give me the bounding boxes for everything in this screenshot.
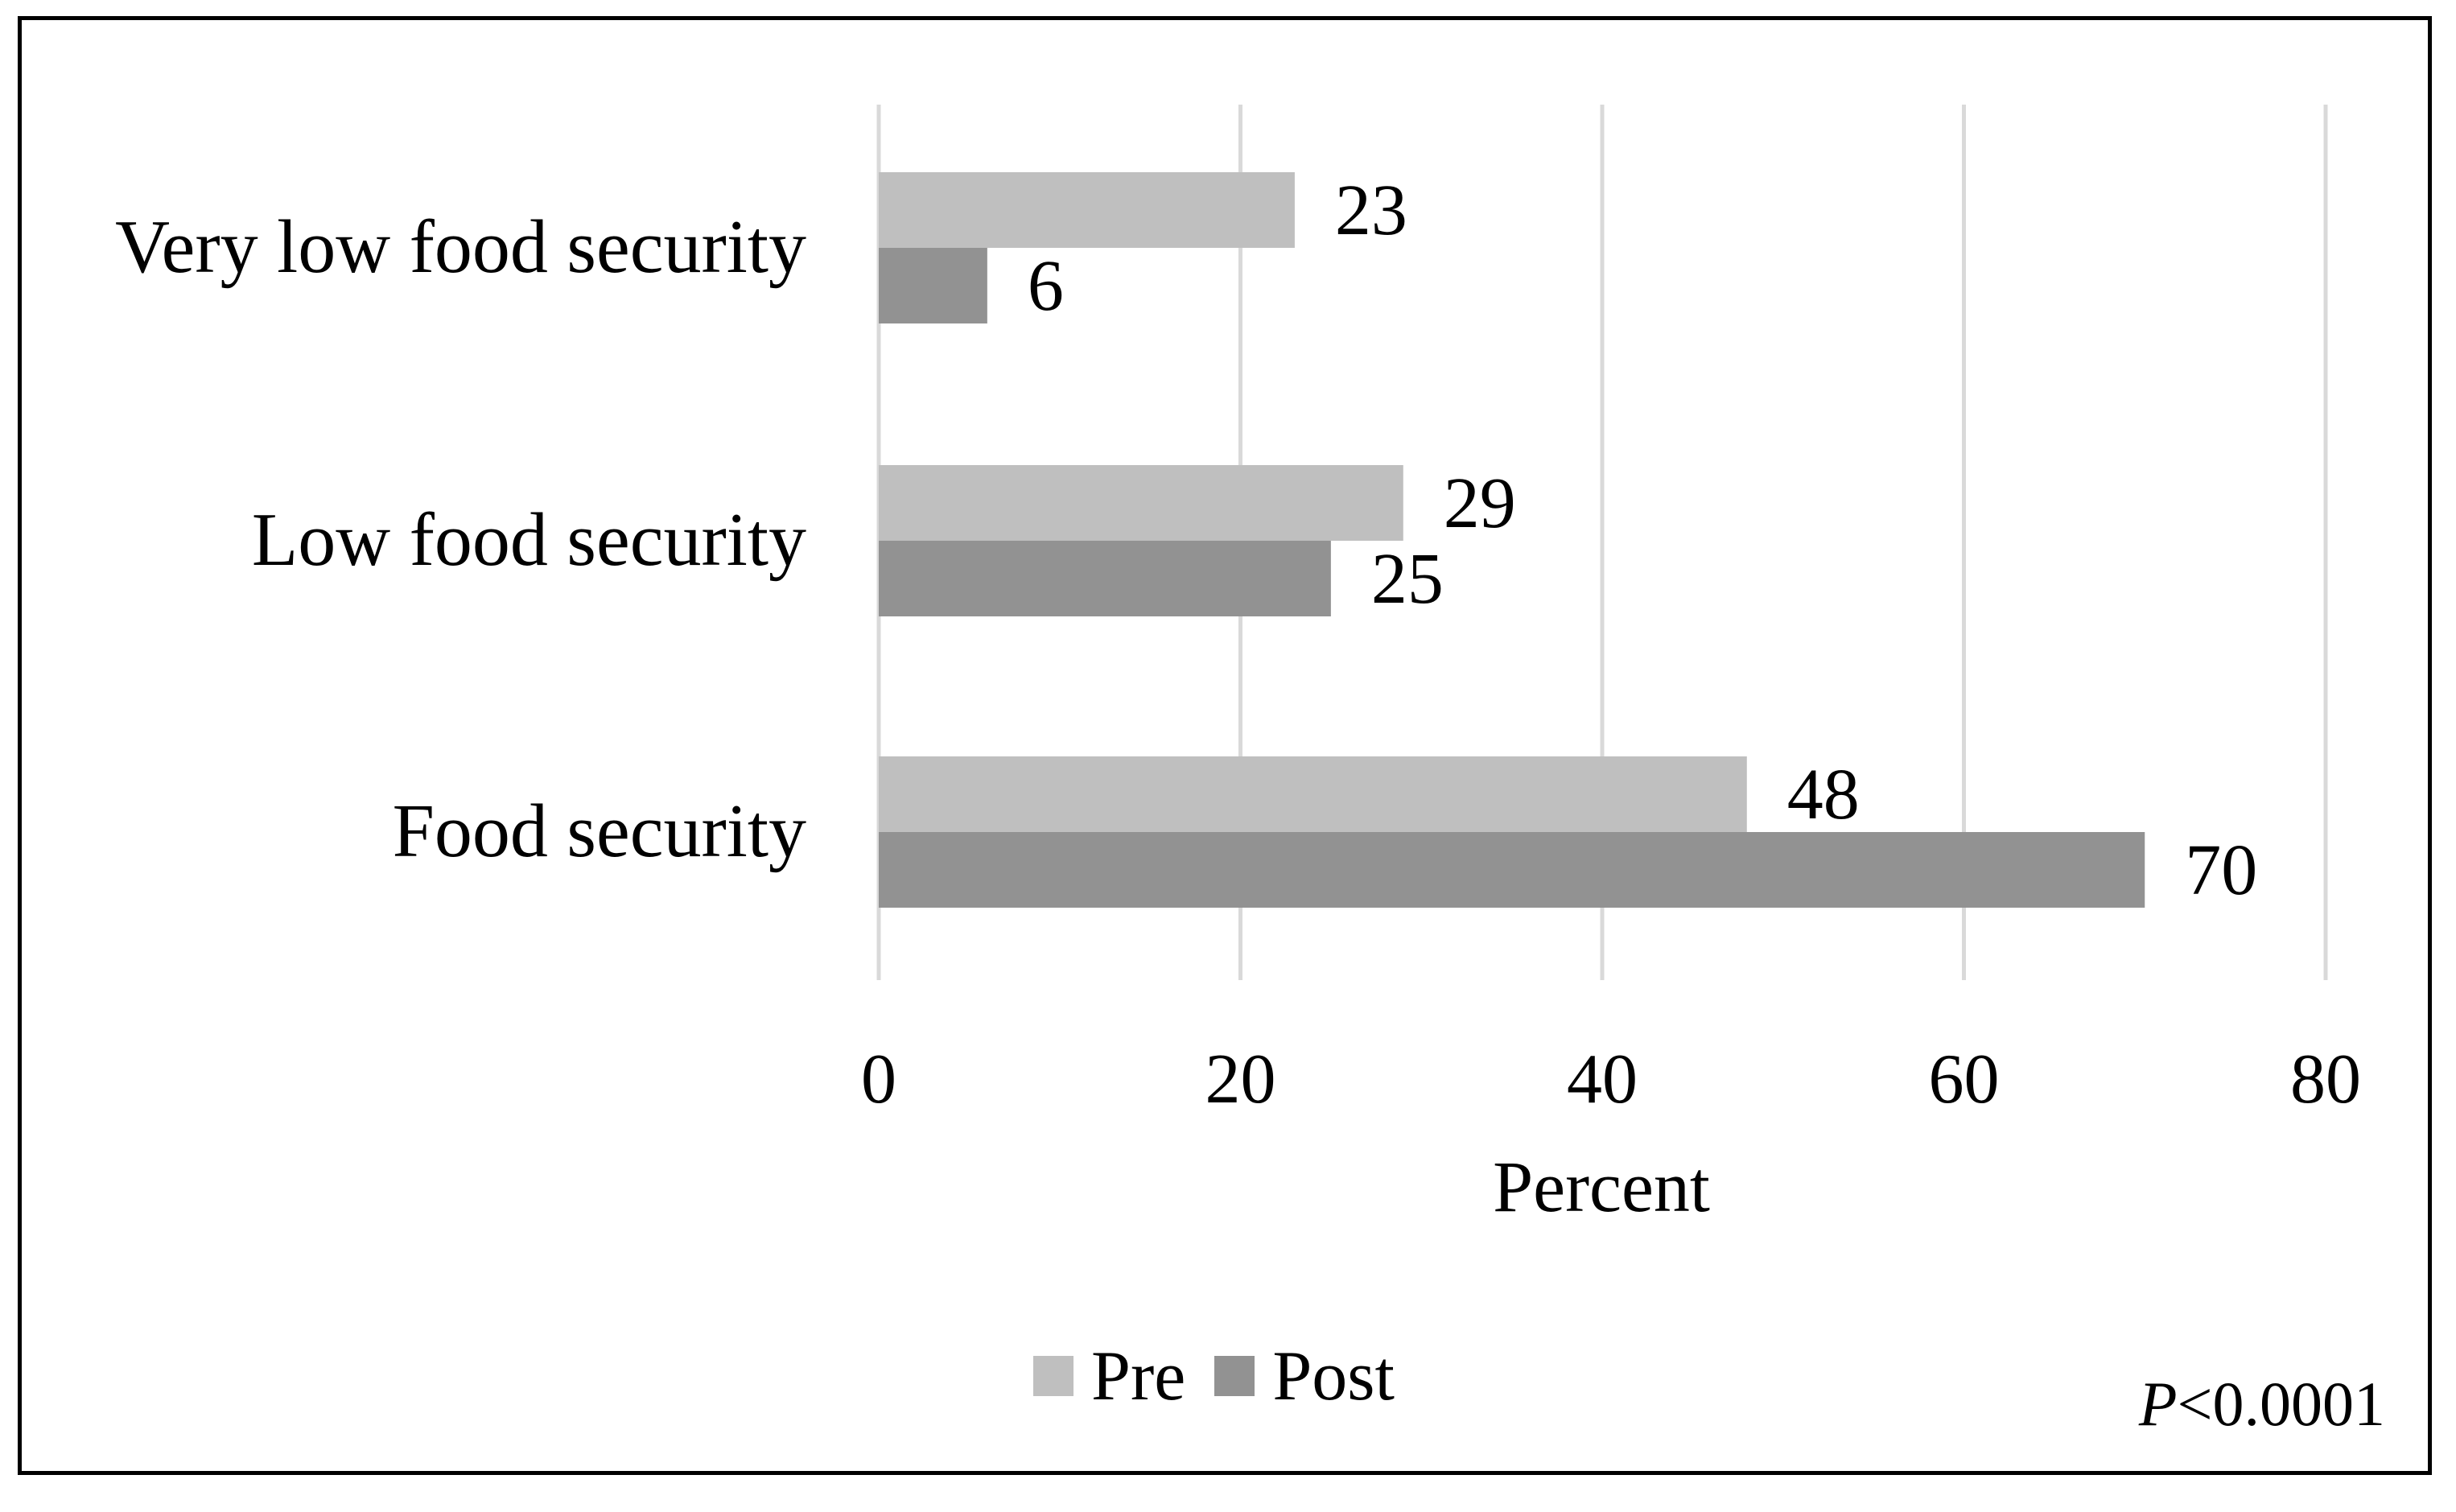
x-tick-labels: 0 20 40 60 80	[861, 1040, 2361, 1119]
bar-post-low-food-security	[879, 541, 1331, 616]
p-value-text: <0.0001	[2177, 1369, 2386, 1439]
data-label-post-very-low-food-security: 6	[1028, 246, 1064, 326]
x-tick-label-60: 60	[1929, 1040, 2000, 1119]
x-tick-label-20: 20	[1205, 1040, 1276, 1119]
legend: Pre Post	[1033, 1337, 1424, 1415]
bars	[879, 172, 2145, 908]
chart-frame	[18, 16, 2432, 1475]
p-value-letter: P	[2138, 1369, 2178, 1439]
data-label-pre-low-food-security: 29	[1444, 463, 1516, 543]
x-tick-label-0: 0	[861, 1040, 896, 1119]
legend-swatch-post	[1214, 1356, 1255, 1396]
category-label-very-low-food-security: Very low food security	[115, 205, 806, 289]
data-label-pre-food-security: 48	[1787, 755, 1860, 834]
data-label-post-low-food-security: 25	[1371, 539, 1444, 619]
data-label-post-food-security: 70	[2185, 830, 2257, 910]
x-tick-label-80: 80	[2290, 1040, 2361, 1119]
p-value-annotation: P<0.0001	[2139, 1368, 2385, 1440]
legend-label-post: Post	[1272, 1337, 1395, 1415]
category-label-low-food-security: Low food security	[252, 498, 806, 582]
category-labels: Very low food security Low food security F…	[115, 205, 806, 873]
category-label-food-security: Food security	[393, 789, 806, 873]
x-axis-label: Percent	[1493, 1147, 1710, 1227]
bar-post-very-low-food-security	[879, 248, 987, 323]
bar-post-food-security	[879, 832, 2145, 908]
bar-pre-very-low-food-security	[879, 172, 1295, 248]
bar-pre-low-food-security	[879, 465, 1403, 541]
x-tick-label-40: 40	[1567, 1040, 1638, 1119]
legend-item-post: Post	[1214, 1336, 1395, 1417]
legend-label-pre: Pre	[1091, 1337, 1186, 1415]
legend-item-pre: Pre	[1033, 1336, 1185, 1417]
bar-pre-food-security	[879, 756, 1747, 832]
legend-swatch-pre	[1033, 1356, 1073, 1396]
data-label-pre-very-low-food-security: 23	[1335, 171, 1407, 250]
